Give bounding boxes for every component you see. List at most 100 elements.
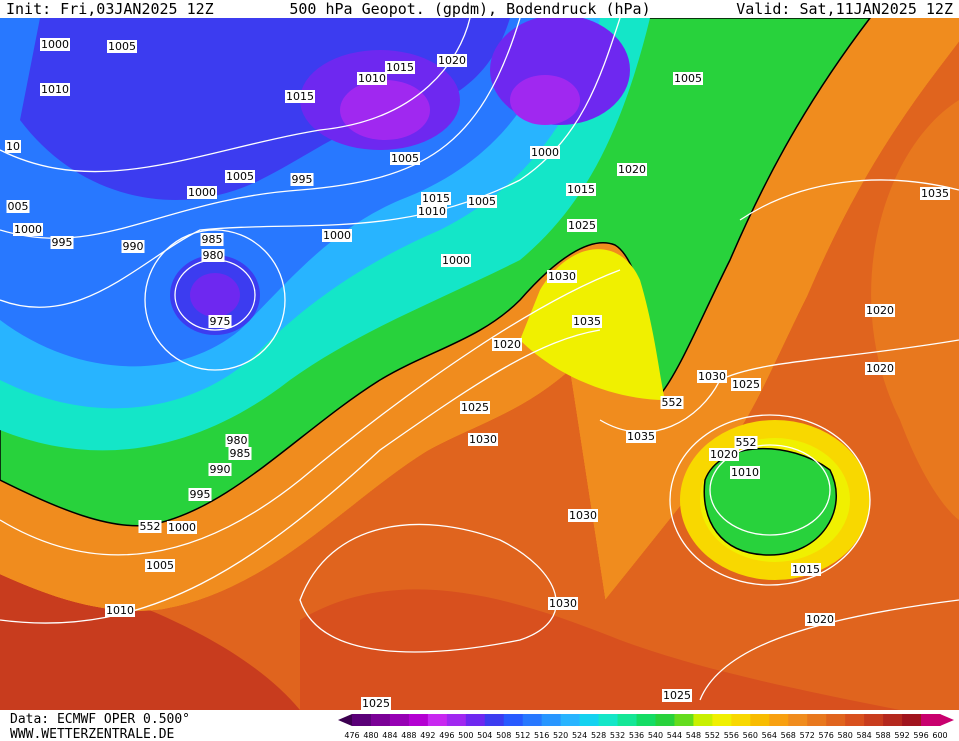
label-box <box>673 72 703 85</box>
colorbar-swatch <box>636 714 656 726</box>
isobar-label: 1035 <box>573 315 601 328</box>
label-box <box>805 613 835 626</box>
label-box <box>468 433 498 446</box>
isobar-label: 10 <box>6 140 20 153</box>
colorbar-label: 508 <box>496 731 511 740</box>
colorbar-label: 524 <box>572 731 587 740</box>
isobar-label: 1000 <box>14 223 42 236</box>
label-box <box>568 509 598 522</box>
isobar-label: 1010 <box>731 466 759 479</box>
colorbar-label: 484 <box>382 731 397 740</box>
valid-time: Valid: Sat,11JAN2025 12Z <box>736 0 953 18</box>
isobar-label: 1005 <box>468 195 496 208</box>
label-box <box>357 72 387 85</box>
label-box <box>13 223 43 236</box>
colorbar-swatch <box>427 714 448 726</box>
isobar-label: 1010 <box>358 72 386 85</box>
isobar-label: 1000 <box>168 521 196 534</box>
label-box <box>492 338 522 351</box>
label-box <box>709 448 739 461</box>
colorbar-label: 520 <box>553 731 568 740</box>
colorbar-label: 560 <box>743 731 758 740</box>
label-box <box>121 240 145 253</box>
isobar-label: 1025 <box>461 401 489 414</box>
label-box <box>138 520 162 533</box>
label-box <box>5 140 21 153</box>
colorbar-swatch <box>826 714 846 726</box>
colorbar-arrow-low <box>338 714 352 726</box>
colorbar-swatch <box>560 714 581 726</box>
colorbar-label: 580 <box>838 731 853 740</box>
isobar-label: 995 <box>190 488 211 501</box>
label-box <box>920 187 950 200</box>
isobar-label: 990 <box>123 240 144 253</box>
isobar-label: 990 <box>210 463 231 476</box>
label-box <box>467 195 497 208</box>
label-box <box>200 233 224 246</box>
colorbar-label: 480 <box>363 731 378 740</box>
isobar-label: 1025 <box>362 697 390 710</box>
label-box <box>437 54 467 67</box>
isobar-label: 1025 <box>732 378 760 391</box>
label-box <box>865 304 895 317</box>
isobar-label: 1035 <box>921 187 949 200</box>
isobar-label: 1020 <box>806 613 834 626</box>
isobar-label: 980 <box>227 434 248 447</box>
label-box <box>390 152 420 165</box>
label-box <box>208 315 232 328</box>
colorbar-swatch <box>446 714 467 726</box>
isobar-label: 1015 <box>422 192 450 205</box>
isobar-label: 552 <box>140 520 161 533</box>
isobar-label: 1010 <box>106 604 134 617</box>
colorbar-swatch <box>352 714 372 726</box>
isobar-label: 1015 <box>792 563 820 576</box>
isobar-label: 995 <box>292 173 313 186</box>
colorbar-swatch <box>693 714 713 726</box>
isobar-label: 1030 <box>569 509 597 522</box>
init-time: Init: Fri,03JAN2025 12Z <box>6 0 214 18</box>
label-box <box>385 61 415 74</box>
isobar-label: 1000 <box>531 146 559 159</box>
isobar-label: 005 <box>8 200 29 213</box>
isobar-label: 985 <box>202 233 223 246</box>
colorbar-swatch <box>522 714 543 726</box>
label-box <box>566 183 596 196</box>
label-box <box>441 254 471 267</box>
colorbar-label: 596 <box>913 731 928 740</box>
colorbar-label: 504 <box>477 731 492 740</box>
label-box <box>6 200 30 213</box>
label-box <box>225 434 249 447</box>
label-box <box>572 315 602 328</box>
colorbar-swatch <box>465 714 486 726</box>
isobar-label: 1020 <box>866 362 894 375</box>
colorbar-label: 488 <box>401 731 416 740</box>
isobar-label: 980 <box>203 249 224 262</box>
colorbar-label: 568 <box>781 731 796 740</box>
colorbar-label: 536 <box>629 731 644 740</box>
colorbar-label: 564 <box>762 731 777 740</box>
isobar-label: 1030 <box>549 597 577 610</box>
colorbar-swatch <box>655 714 675 726</box>
label-box <box>228 447 252 460</box>
label-box <box>290 173 314 186</box>
colorbar-arrow-high <box>940 714 954 726</box>
label-box <box>662 689 692 702</box>
colorbar-swatch <box>598 714 619 726</box>
isobar-label: 1020 <box>493 338 521 351</box>
colorbar-swatch <box>674 714 694 726</box>
colorbar-swatch <box>731 714 751 726</box>
label-box <box>417 205 447 218</box>
isobar-label: 975 <box>210 315 231 328</box>
label-box <box>208 463 232 476</box>
isobar-label: 1005 <box>226 170 254 183</box>
label-box <box>107 40 137 53</box>
isobar-label: 1005 <box>674 72 702 85</box>
colorbar-label: 500 <box>458 731 473 740</box>
colorbar-label: 540 <box>648 731 663 740</box>
isobar-label: 1005 <box>391 152 419 165</box>
colorbar-swatch <box>769 714 789 726</box>
isobar-label: 1020 <box>710 448 738 461</box>
isobar-label: 1000 <box>442 254 470 267</box>
isobar-label: 1000 <box>41 38 69 51</box>
